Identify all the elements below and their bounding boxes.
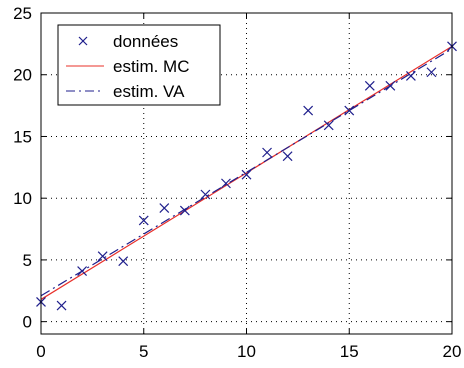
legend-label-estim-mc: estim. MC <box>113 57 190 76</box>
data-point <box>221 178 231 189</box>
x-tick-label: 15 <box>340 342 359 361</box>
data-point <box>344 105 355 116</box>
data-point <box>97 251 108 262</box>
series-line-estim-mc <box>40 45 453 300</box>
data-point <box>405 71 416 81</box>
x-tick-label: 5 <box>139 342 148 361</box>
data-point <box>364 80 375 91</box>
data-point <box>179 205 190 216</box>
legend-entry-estim-va: estim. VA <box>66 82 185 101</box>
legend-entry-estim-mc: estim. MC <box>66 57 190 76</box>
data-point <box>385 80 396 91</box>
data-point <box>282 151 293 162</box>
legend: données estim. MC estim. VA <box>57 24 221 106</box>
data-point <box>77 266 88 276</box>
data-points <box>36 41 457 311</box>
series-lines <box>40 45 453 300</box>
data-point <box>118 256 129 267</box>
legend-label-donnees: données <box>113 32 178 51</box>
y-tick-label: 0 <box>23 313 32 332</box>
data-point <box>56 300 67 311</box>
y-tick-label: 25 <box>13 4 32 23</box>
x-tick-label: 10 <box>237 342 256 361</box>
legend-label-estim-va: estim. VA <box>113 82 185 101</box>
data-point <box>323 120 334 131</box>
x-tick-label: 20 <box>443 342 462 361</box>
y-tick-label: 20 <box>13 66 32 85</box>
y-tick-label: 5 <box>23 251 32 270</box>
y-tick-label: 15 <box>13 127 32 146</box>
data-point <box>262 147 272 158</box>
data-point <box>138 215 149 226</box>
data-point <box>200 189 211 200</box>
data-point <box>426 67 437 78</box>
x-axis: 0 5 10 15 20 <box>36 13 461 361</box>
y-tick-label: 10 <box>13 189 32 208</box>
y-axis: 0 5 10 15 20 25 <box>13 4 452 332</box>
data-point <box>303 105 314 116</box>
data-point <box>241 169 252 180</box>
legend-marker-x <box>78 36 88 46</box>
x-tick-label: 0 <box>36 342 45 361</box>
data-point <box>159 203 170 213</box>
legend-entry-donnees: données <box>78 32 178 51</box>
